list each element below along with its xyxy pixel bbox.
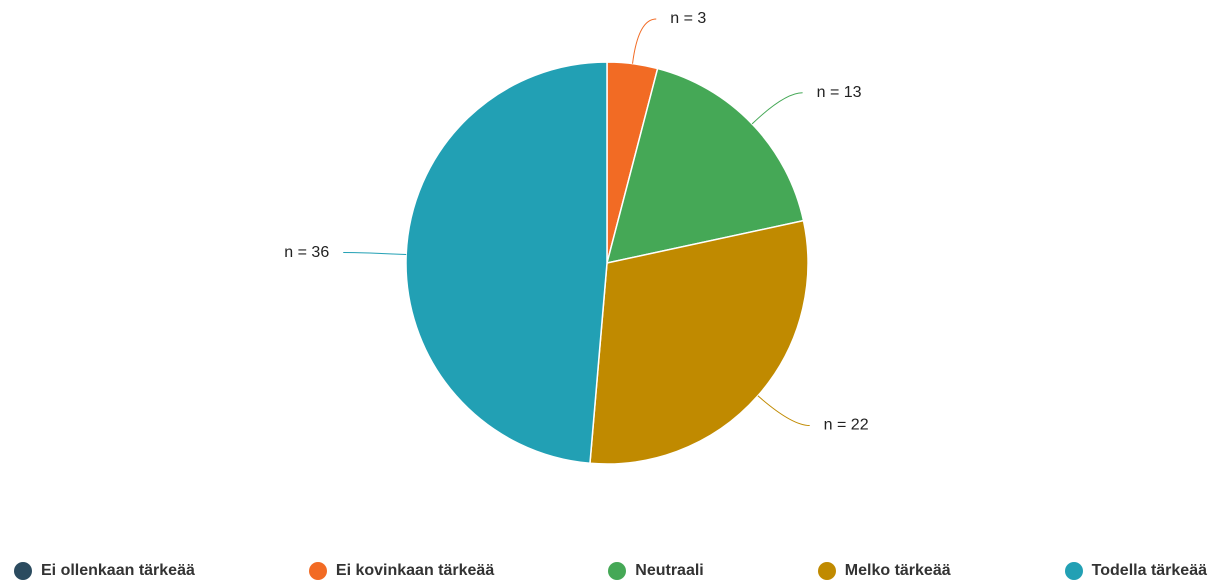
data-label: n = 36 — [284, 244, 329, 261]
pie-slice — [405, 61, 608, 465]
leader-line — [757, 395, 810, 427]
pie-slice — [605, 67, 805, 264]
legend-label: Melko tärkeää — [844, 562, 951, 579]
legend-item: Todella tärkeää — [1064, 562, 1207, 580]
legend-label: Ei kovinkaan tärkeää — [335, 562, 495, 579]
legend-swatch — [817, 562, 836, 580]
data-label: n = 22 — [824, 417, 869, 434]
legend-swatch — [14, 562, 32, 580]
data-label: n = 3 — [670, 10, 706, 27]
legend-label: Todella tärkeää — [1091, 562, 1207, 579]
legend-swatch — [308, 562, 327, 580]
legend-label: Neutraali — [635, 562, 704, 579]
legend-item: Ei ollenkaan tärkeää — [14, 562, 195, 580]
legend-swatch — [1064, 562, 1083, 580]
legend-item: Melko tärkeää — [817, 562, 951, 580]
leader-line — [343, 252, 407, 255]
leader-line — [751, 92, 803, 125]
legend-item: Neutraali — [608, 562, 704, 580]
legend: Ei ollenkaan tärkeää Ei kovinkaan tärkeää… — [14, 562, 1207, 580]
data-label: n = 13 — [817, 84, 862, 101]
legend-swatch — [608, 562, 627, 580]
chart: n = 3 n = 13 n = 22 n = 36 — [284, 10, 869, 465]
leader-line — [632, 18, 657, 64]
legend-item: Ei kovinkaan tärkeää — [308, 562, 495, 580]
legend-label: Ei ollenkaan tärkeää — [41, 562, 195, 579]
